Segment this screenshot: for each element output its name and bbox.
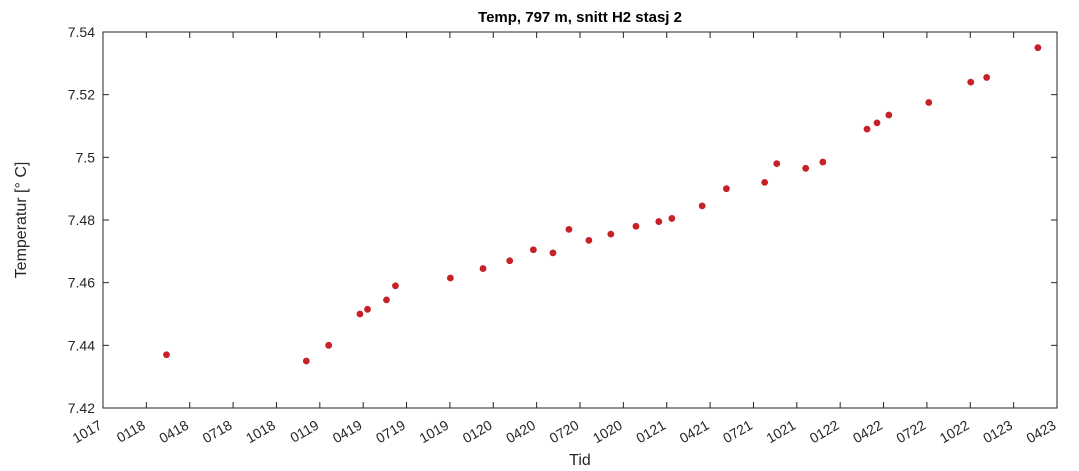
x-tick-label: 0423 xyxy=(1024,417,1059,447)
x-tick-label: 0118 xyxy=(114,417,148,446)
data-point xyxy=(356,310,364,318)
data-point xyxy=(549,249,557,257)
data-point xyxy=(325,341,333,349)
x-tick-label: 0419 xyxy=(330,417,365,447)
x-tick-label: 0420 xyxy=(503,417,538,447)
data-point xyxy=(668,215,676,222)
data-point xyxy=(585,236,593,244)
y-tick-label: 7.42 xyxy=(68,400,95,416)
x-tick-label: 0122 xyxy=(807,417,842,447)
data-point xyxy=(383,296,390,304)
data-point xyxy=(163,351,170,359)
data-point xyxy=(302,357,310,365)
data-point xyxy=(723,185,730,193)
data-point xyxy=(364,305,371,313)
x-tick-label: 1021 xyxy=(763,417,798,447)
x-tick-label: 1019 xyxy=(416,417,451,447)
data-point xyxy=(607,230,615,238)
x-tick-label: 0421 xyxy=(677,417,712,447)
data-point xyxy=(885,111,893,119)
data-point xyxy=(479,265,487,272)
data-point xyxy=(565,226,573,233)
y-tick-label: 7.54 xyxy=(68,24,95,40)
x-tick-label: 0120 xyxy=(460,417,495,447)
x-tick-label: 0119 xyxy=(287,417,321,446)
data-point xyxy=(802,164,810,172)
x-tick-label: 0123 xyxy=(980,417,1015,447)
y-tick-label: 7.5 xyxy=(76,149,96,165)
data-points xyxy=(163,44,1042,365)
x-tick-label: 0722 xyxy=(893,417,928,447)
data-point xyxy=(632,222,640,230)
x-tick-label: 1022 xyxy=(937,417,972,447)
data-point xyxy=(983,74,991,81)
x-tick-label: 1018 xyxy=(243,417,278,447)
data-point xyxy=(1034,44,1042,52)
axes xyxy=(102,31,1058,409)
data-point xyxy=(873,119,881,127)
data-point xyxy=(773,160,781,168)
data-point xyxy=(698,202,706,210)
x-tick-label: 0718 xyxy=(200,417,235,447)
data-point xyxy=(967,78,975,86)
data-point xyxy=(655,218,663,225)
x-tick-label: 1017 xyxy=(70,417,105,447)
data-point xyxy=(819,158,827,166)
plot-area xyxy=(103,32,1057,408)
plot-frame xyxy=(102,31,1058,409)
data-point xyxy=(392,282,399,290)
data-point xyxy=(925,99,933,106)
x-tick-label: 0422 xyxy=(850,417,885,447)
y-tick-label: 7.44 xyxy=(68,337,95,353)
x-tick-label: 0721 xyxy=(720,417,755,447)
y-tick-label: 7.46 xyxy=(68,275,95,291)
y-tick-label: 7.48 xyxy=(68,212,95,228)
x-tick-label: 1020 xyxy=(590,417,625,447)
data-point xyxy=(761,179,769,186)
x-tick-label: 0418 xyxy=(156,417,191,447)
x-tick-label: 0719 xyxy=(373,417,408,447)
data-point xyxy=(529,246,537,254)
data-point xyxy=(863,125,871,133)
x-axis-label: Tid xyxy=(569,452,591,469)
data-point xyxy=(446,274,454,282)
x-tick-label: 0121 xyxy=(633,417,668,447)
chart-title: Temp, 797 m, snitt H2 stasj 2 xyxy=(478,9,682,26)
y-tick-label: 7.52 xyxy=(68,87,95,103)
x-tick-label: 0720 xyxy=(547,417,582,447)
data-point xyxy=(506,257,514,265)
y-axis-label: Temperatur [° C] xyxy=(13,162,30,279)
